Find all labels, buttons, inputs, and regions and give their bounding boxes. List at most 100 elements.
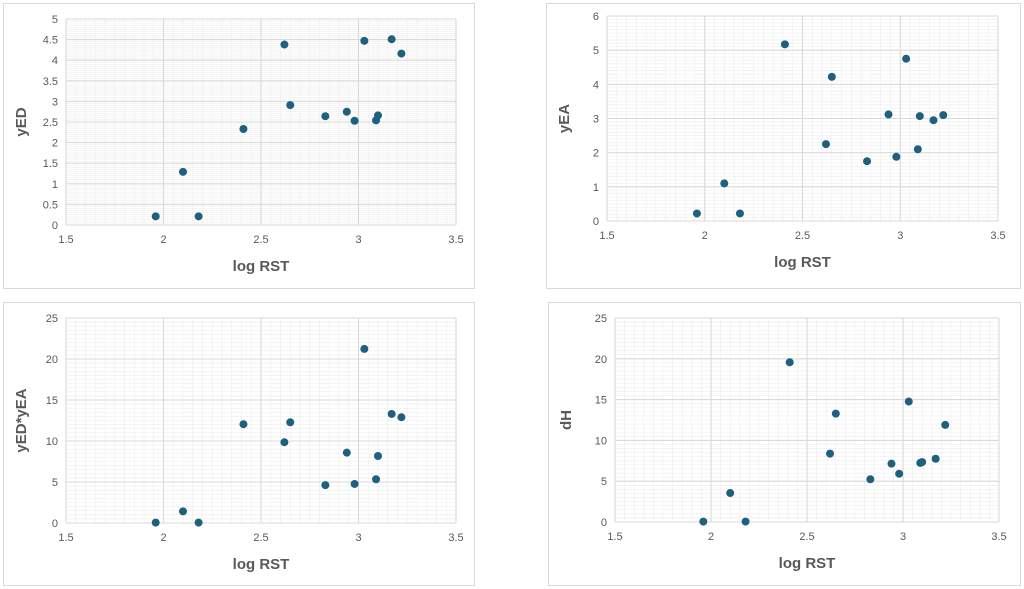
- y-tick-label: 25: [595, 313, 607, 325]
- gridlines: [614, 317, 1000, 523]
- y-tick-label: 0: [52, 220, 58, 232]
- x-tick-label: 2: [702, 230, 708, 242]
- x-tick-label: 2.5: [253, 234, 268, 246]
- chart-dh-vs-log-rst: 1.5 2 2.5 3 3.5 0 5 10 15 20 25 log RST dH: [548, 302, 1021, 586]
- chart-yed-yea-vs-log-rst: 1.5 2 2.5 3 3.5 0 5 10 15 20 25 log RST yED*yEA: [3, 302, 475, 586]
- data-point: [151, 212, 160, 221]
- x-tick-label: 3: [355, 532, 361, 544]
- data-point: [929, 116, 938, 125]
- data-point: [280, 438, 289, 447]
- data-point: [342, 107, 351, 116]
- x-tick-label: 3: [900, 531, 906, 543]
- data-point: [915, 112, 924, 121]
- data-point: [360, 344, 369, 353]
- x-tick-label: 1.5: [58, 532, 73, 544]
- y-tick-label: 5: [52, 477, 58, 489]
- data-points: [151, 344, 406, 527]
- chart-yea-vs-log-rst: 1.5 2 2.5 3 3.5 0 1 2 3 4 5 6 log RST yEA: [546, 3, 1021, 289]
- y-tick-label: 15: [595, 395, 607, 407]
- data-point: [827, 72, 836, 81]
- data-point: [179, 507, 187, 516]
- x-tick-label: 2: [708, 531, 714, 543]
- chart-yed-svg: 1.5 2 2.5 3 3.5 0 0.5 1 1.5 2 2.5 3 3.5 4 4.5 5 log RST y…: [13, 14, 464, 275]
- data-point: [863, 157, 872, 166]
- x-tick-label: 1.5: [599, 230, 614, 242]
- x-tick-label: 3.5: [991, 531, 1006, 543]
- data-point: [918, 458, 927, 467]
- data-points: [692, 40, 948, 218]
- data-point: [374, 111, 382, 120]
- x-axis-title: log RST: [779, 555, 836, 572]
- y-tick-label: 25: [46, 313, 58, 325]
- y-tick-label: 10: [595, 435, 607, 447]
- x-tick-label: 1.5: [607, 531, 622, 543]
- y-tick-label: 4.5: [43, 35, 58, 47]
- y-tick-label: 10: [46, 436, 58, 448]
- data-point: [286, 101, 295, 110]
- data-point: [939, 111, 948, 120]
- chart-yea-svg: 1.5 2 2.5 3 3.5 0 1 2 3 4 5 6 log RST yEA: [556, 11, 1006, 271]
- data-points: [151, 35, 406, 221]
- y-tick-label: 20: [595, 354, 607, 366]
- x-axis-title: log RST: [233, 556, 290, 573]
- data-point: [913, 145, 922, 154]
- data-point: [895, 469, 904, 478]
- x-tick-label: 1.5: [58, 234, 73, 246]
- data-point: [887, 459, 896, 468]
- y-tick-label: 15: [46, 395, 58, 407]
- x-tick-label: 3.5: [448, 532, 463, 544]
- y-tick-label: 0: [52, 518, 58, 530]
- data-point: [397, 49, 406, 58]
- data-point: [280, 40, 289, 49]
- data-point: [387, 35, 396, 44]
- y-tick-label: 3: [593, 114, 599, 126]
- y-tick-label: 2.5: [43, 117, 58, 129]
- data-point: [780, 40, 789, 49]
- x-tick-label: 2.5: [253, 532, 268, 544]
- data-point: [826, 449, 835, 458]
- data-point: [720, 179, 729, 188]
- data-point: [239, 420, 248, 429]
- y-axis-title: yED*yEA: [13, 388, 30, 452]
- data-point: [374, 452, 382, 461]
- data-point: [866, 475, 875, 484]
- y-tick-label: 2: [593, 148, 599, 160]
- gridlines: [65, 317, 457, 524]
- x-tick-label: 3.5: [448, 234, 463, 246]
- y-axis-title: yEA: [556, 104, 573, 133]
- y-tick-label: 2: [52, 138, 58, 150]
- data-point: [360, 36, 369, 45]
- data-point: [194, 518, 203, 527]
- y-tick-label: 0: [601, 517, 607, 529]
- y-tick-label: 0: [593, 216, 599, 228]
- data-point: [387, 409, 396, 418]
- x-tick-label: 3: [355, 234, 361, 246]
- x-tick-label: 2.5: [799, 531, 814, 543]
- data-point: [831, 409, 840, 418]
- data-point: [892, 152, 901, 161]
- data-points: [699, 358, 950, 526]
- data-point: [286, 418, 295, 427]
- data-point: [342, 448, 351, 457]
- data-point: [692, 209, 701, 218]
- data-point: [321, 112, 330, 121]
- x-tick-label: 3: [897, 230, 903, 242]
- y-tick-label: 5: [593, 45, 599, 57]
- data-point: [902, 54, 911, 63]
- x-tick-label: 2: [160, 532, 166, 544]
- y-tick-label: 5: [601, 476, 607, 488]
- y-tick-label: 3.5: [43, 76, 58, 88]
- chart-yed-vs-log-rst: 1.5 2 2.5 3 3.5 0 0.5 1 1.5 2 2.5 3 3.5 4 4.5 5 log RST y…: [3, 3, 475, 289]
- y-tick-label: 6: [593, 11, 599, 23]
- x-tick-label: 2.5: [795, 230, 810, 242]
- data-point: [741, 517, 750, 526]
- data-point: [931, 454, 940, 463]
- y-tick-label: 4: [593, 79, 599, 91]
- data-point: [350, 116, 359, 125]
- y-tick-label: 4: [52, 55, 58, 67]
- x-axis-title: log RST: [774, 254, 831, 271]
- data-point: [321, 481, 330, 490]
- data-point: [151, 518, 160, 527]
- x-tick-label: 3.5: [990, 230, 1005, 242]
- x-tick-label: 2: [160, 234, 166, 246]
